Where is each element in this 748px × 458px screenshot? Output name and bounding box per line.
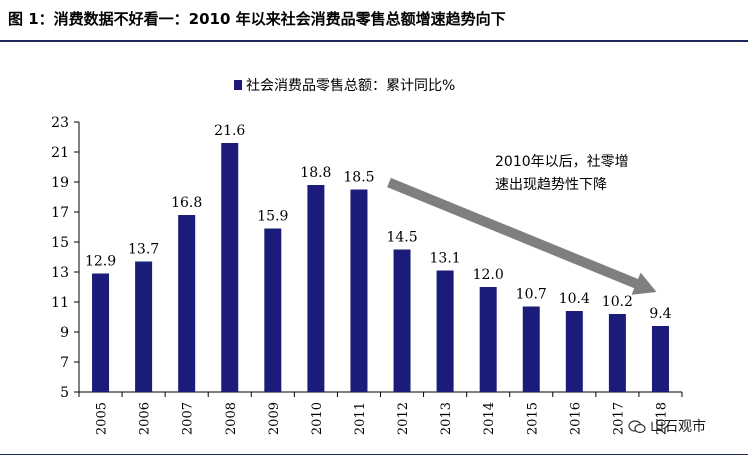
chart-legend: 社会消费品零售总额：累计同比%	[234, 78, 455, 94]
data-label-2011: 18.5	[343, 170, 374, 186]
x-tick-label-2008: 2008	[224, 402, 239, 435]
data-label-2009: 15.9	[257, 209, 288, 225]
annotation-line-2: 速出现趋势性下降	[495, 177, 607, 193]
bar-2013	[436, 270, 454, 392]
data-label-2012: 14.5	[386, 230, 417, 246]
y-tick-label: 15	[51, 235, 69, 251]
legend-label: 社会消费品零售总额：累计同比%	[246, 78, 455, 94]
data-label-2015: 10.7	[516, 287, 547, 303]
x-tick-label-2017: 2017	[611, 402, 626, 435]
y-tick-label: 11	[51, 295, 69, 311]
annotation-line-1: 2010年以后，社零增	[495, 154, 629, 170]
watermark-text: 山石观市	[650, 419, 706, 435]
bar-2006	[135, 261, 153, 392]
bar-series	[92, 143, 669, 392]
data-label-2018: 9.4	[649, 306, 671, 322]
bar-2016	[565, 311, 583, 392]
data-label-2013: 13.1	[430, 251, 461, 267]
x-tick-label-2009: 2009	[267, 402, 282, 435]
bar-2007	[178, 215, 196, 392]
y-tick-label: 7	[60, 355, 69, 371]
title-divider	[0, 40, 748, 42]
x-tick-label-2006: 2006	[138, 402, 153, 435]
y-tick-label: 9	[60, 325, 69, 341]
data-label-2017: 10.2	[602, 294, 633, 310]
data-label-2014: 12.0	[473, 267, 504, 283]
bottom-divider	[0, 454, 748, 455]
bar-2010	[307, 185, 325, 392]
x-tick-label-2007: 2007	[181, 402, 196, 435]
y-tick-label: 13	[51, 265, 69, 281]
data-label-2008: 21.6	[214, 123, 245, 139]
y-tick-label: 19	[51, 175, 69, 191]
bar-2011	[350, 189, 368, 392]
data-label-2006: 13.7	[128, 242, 159, 258]
data-label-2010: 18.8	[300, 165, 331, 181]
x-tick-label-2013: 2013	[439, 402, 454, 435]
legend-swatch	[234, 80, 242, 90]
bar-2018	[651, 326, 669, 392]
bar-2008	[221, 143, 239, 392]
bar-2012	[393, 249, 411, 392]
x-tick-label-2011: 2011	[353, 402, 368, 435]
figure-title: 图 1：消费数据不好看一：2010 年以来社会消费品零售总额增速趋势向下	[8, 10, 506, 28]
data-label-2016: 10.4	[559, 291, 590, 307]
y-tick-label: 5	[60, 385, 69, 401]
x-tick-label-2010: 2010	[310, 402, 325, 435]
x-tick-label-2014: 2014	[482, 402, 497, 435]
watermark: 山石观市	[628, 416, 706, 436]
data-labels: 12.9 13.7 16.8 21.6 15.9 18.8 18.5 14.5 13.1 12.0…	[85, 123, 672, 322]
x-tick-label-2016: 2016	[568, 402, 583, 435]
x-tick-label-2018: 2018	[654, 402, 669, 435]
y-tick-label: 21	[51, 145, 69, 161]
y-tick-label: 17	[51, 205, 69, 221]
bar-2009	[264, 228, 282, 392]
bar-2017	[608, 314, 626, 392]
x-tick-label-2015: 2015	[525, 402, 540, 435]
trend-arrow	[387, 177, 657, 295]
bar-2014	[479, 287, 497, 392]
data-label-2007: 16.8	[171, 195, 202, 211]
bar-2015	[522, 306, 540, 392]
y-tick-labels: 5 7 9 11 13 15 17 19 21 23	[51, 115, 69, 401]
wechat-icon	[628, 420, 646, 434]
x-tick-labels: 2005 2006 2007 2008 2009 2010 2011 2012 2013 2014…	[95, 402, 670, 435]
x-tick-label-2012: 2012	[396, 402, 411, 435]
bar-2005	[92, 273, 110, 392]
data-label-2005: 12.9	[85, 254, 116, 270]
y-tick-label: 23	[51, 115, 69, 131]
x-tick-label-2005: 2005	[95, 402, 110, 435]
